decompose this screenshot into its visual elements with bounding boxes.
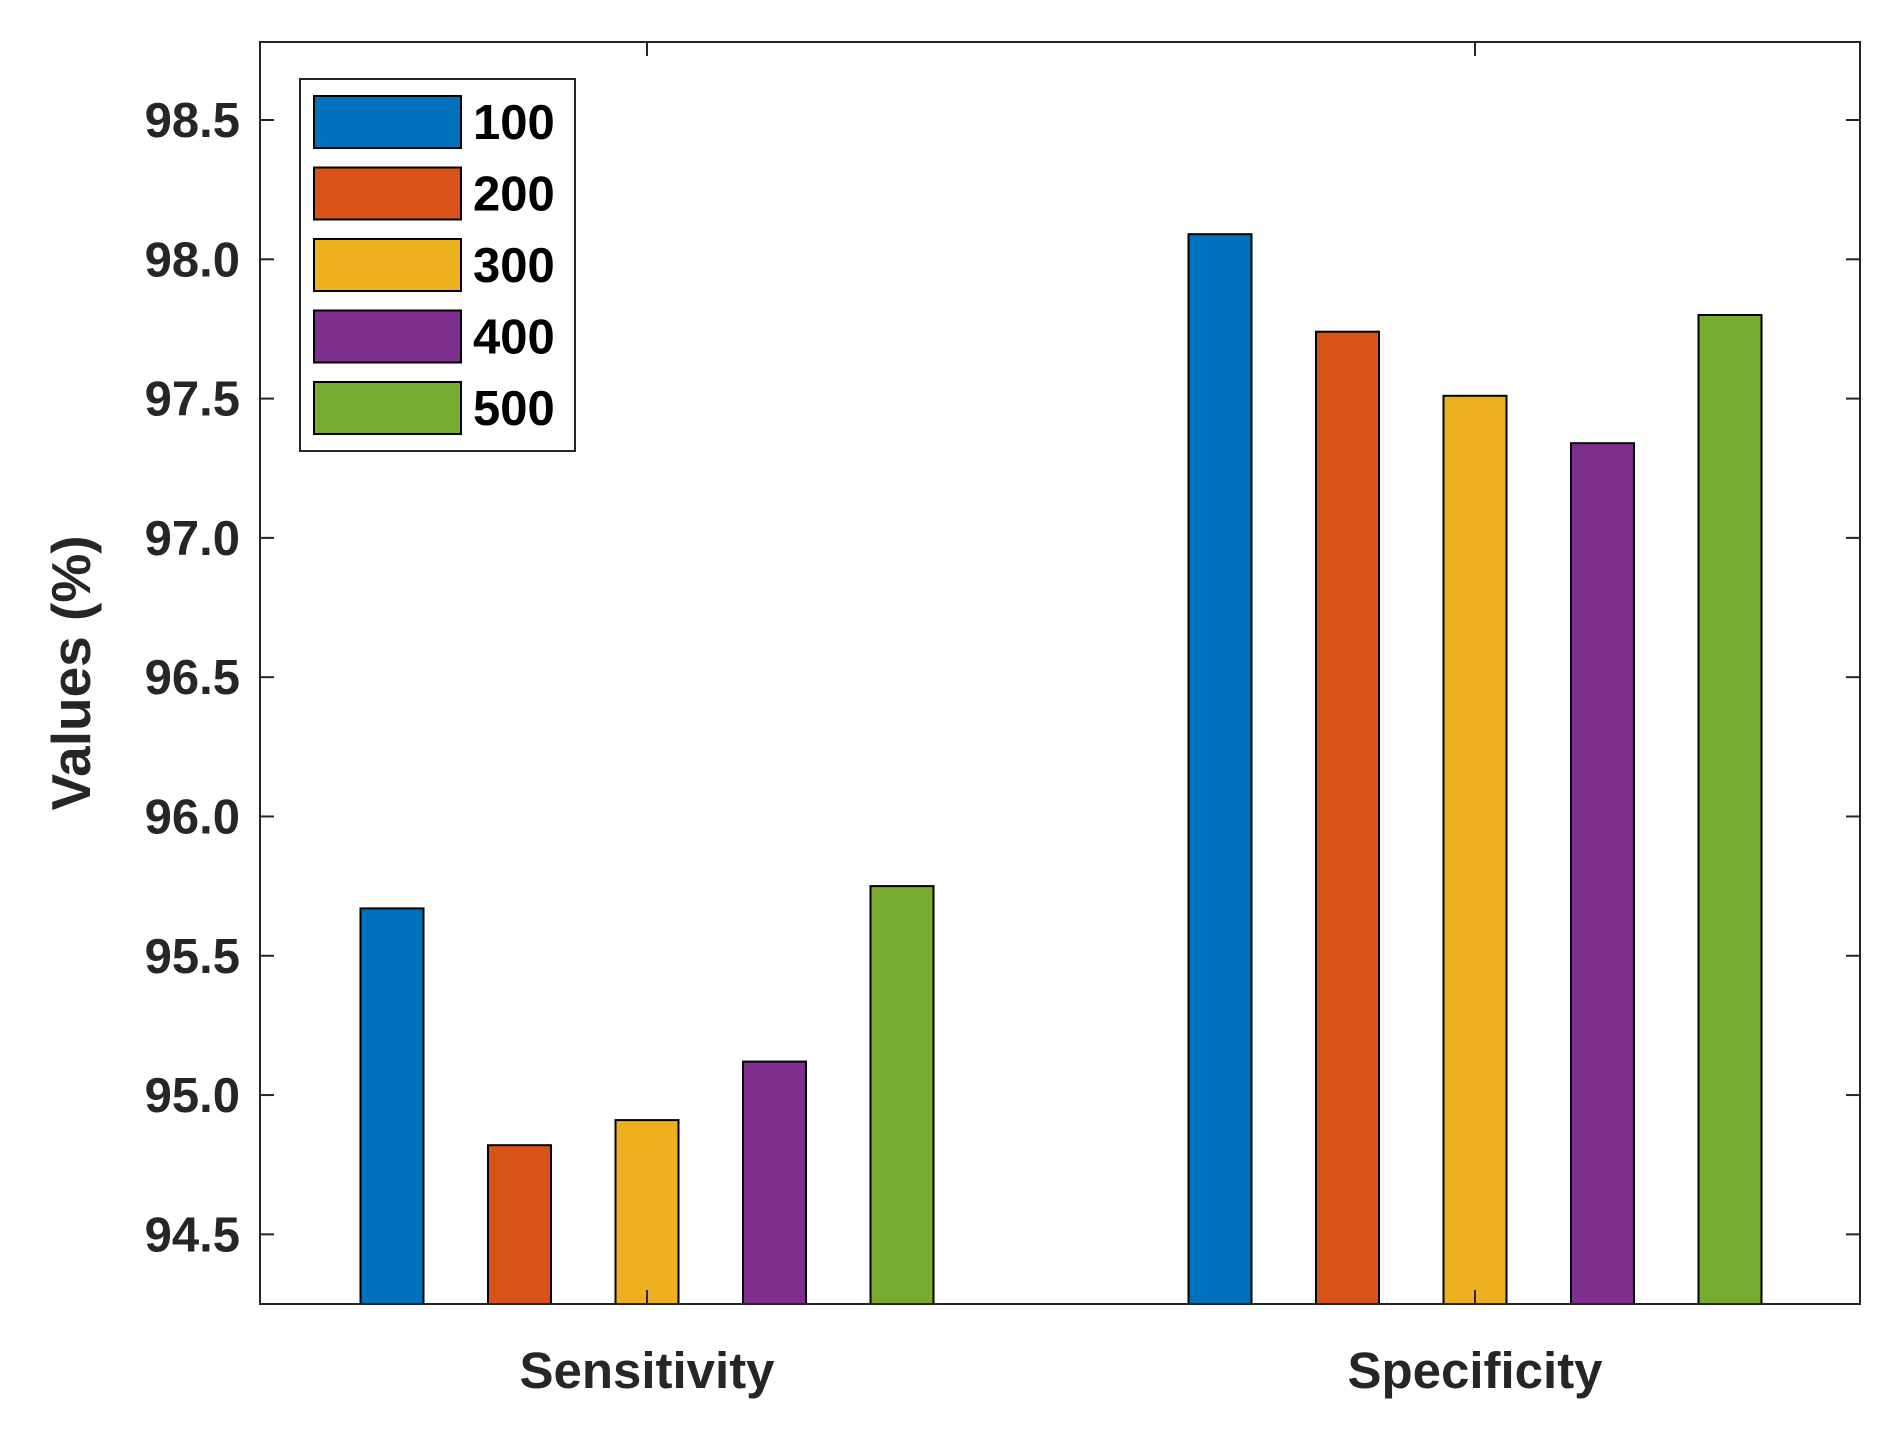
bar-300-specificity <box>1442 394 1508 1305</box>
legend-swatch-300 <box>313 238 462 292</box>
bar-400-sensitivity <box>742 1060 807 1305</box>
legend-swatch-400 <box>313 309 462 364</box>
bar-500-sensitivity <box>869 885 935 1305</box>
legend-swatch-100 <box>313 95 462 149</box>
bar-300-sensitivity <box>614 1119 680 1305</box>
bars-layer <box>359 233 1763 1306</box>
legend-label-500: 500 <box>473 382 555 436</box>
bar-200-specificity <box>1315 330 1380 1305</box>
x-axis-category-labels: Sensitivity Specificity <box>519 42 1603 1399</box>
y-tick-label: 96.0 <box>145 790 240 844</box>
legend-swatch-200 <box>313 166 462 221</box>
bar-200-sensitivity <box>487 1144 552 1305</box>
bar-100-specificity <box>1187 233 1253 1306</box>
plot-area-frame <box>259 41 1861 1305</box>
x-category-label: Sensitivity <box>519 1342 775 1399</box>
bar-400-specificity <box>1570 442 1635 1305</box>
y-tick-label: 96.5 <box>145 651 240 705</box>
y-axis-ticks: 94.5 95.0 95.5 96.0 96.5 97.0 97.5 98.0 98.5 <box>145 94 1860 1262</box>
y-axis-label: Values (%) <box>40 535 102 810</box>
bar-500-specificity <box>1697 314 1763 1305</box>
x-category-label: Specificity <box>1347 1342 1603 1399</box>
legend-label-200: 200 <box>473 168 555 222</box>
legend: 100 200 300 400 500 <box>299 78 576 452</box>
legend-swatch-500 <box>313 381 462 435</box>
y-tick-label: 98.5 <box>145 94 240 148</box>
y-tick-label: 95.0 <box>145 1069 240 1123</box>
y-tick-label: 94.5 <box>145 1208 240 1262</box>
legend-label-300: 300 <box>473 239 555 293</box>
y-tick-label: 98.0 <box>145 233 240 287</box>
y-tick-label: 97.5 <box>145 373 240 427</box>
bar-100-sensitivity <box>359 907 425 1306</box>
legend-label-400: 400 <box>473 311 555 365</box>
y-tick-label: 97.0 <box>145 512 240 566</box>
legend-label-100: 100 <box>473 96 555 150</box>
y-tick-label: 95.5 <box>145 930 240 984</box>
